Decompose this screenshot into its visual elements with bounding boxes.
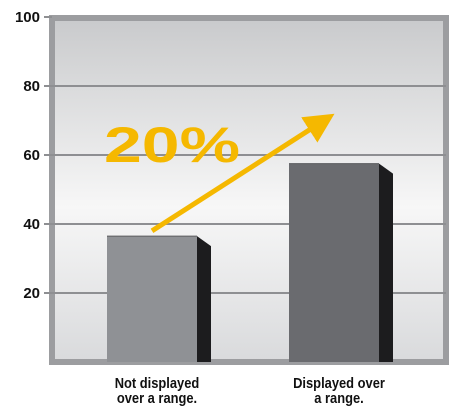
annotation-label: 20% bbox=[104, 117, 240, 173]
y-tick-label-40: 40 bbox=[23, 216, 40, 233]
x-tick-label-0: Not displayed over a range. bbox=[114, 375, 200, 407]
y-tick-label-80: 80 bbox=[23, 78, 40, 95]
bar-0-front bbox=[107, 236, 197, 362]
bar-0 bbox=[107, 235, 211, 362]
x-tick-label-1: Displayed over a range. bbox=[293, 375, 385, 407]
y-tick-label-20: 20 bbox=[23, 285, 40, 302]
bars bbox=[107, 163, 393, 362]
y-axis-tick-labels: 20 40 60 80 100 bbox=[15, 9, 40, 302]
bar-1 bbox=[289, 163, 393, 362]
growth-arrow bbox=[150, 113, 335, 234]
bar-1-side bbox=[379, 163, 393, 362]
y-tick-label-60: 60 bbox=[23, 147, 40, 164]
bar-1-front bbox=[289, 163, 379, 362]
y-tick-label-100: 100 bbox=[15, 9, 40, 26]
annotation: 20% bbox=[104, 113, 335, 234]
plot-frame bbox=[49, 15, 449, 365]
bar-0-side bbox=[197, 236, 211, 362]
